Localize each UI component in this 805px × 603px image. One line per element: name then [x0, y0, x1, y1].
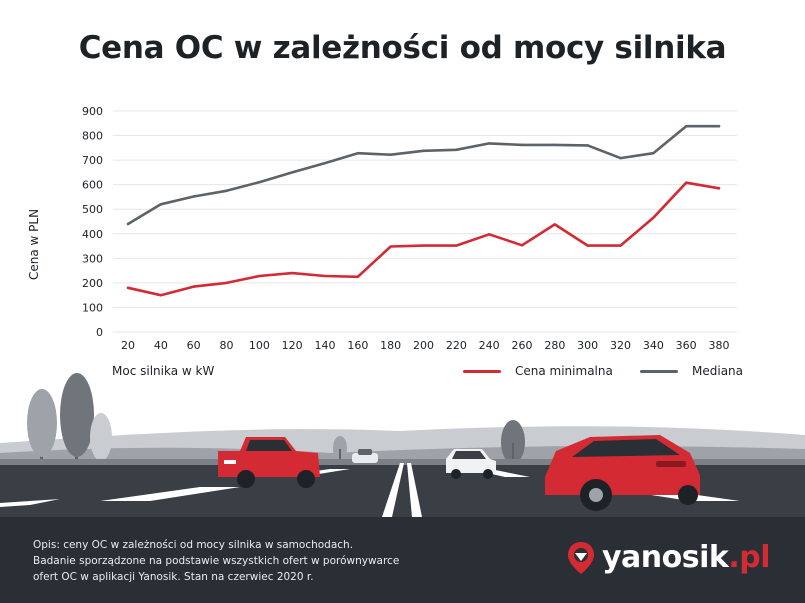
white-car — [446, 449, 496, 479]
x-tick-label: 140 — [315, 339, 336, 352]
x-tick-label: 300 — [577, 339, 598, 352]
data-point-min — [126, 286, 130, 289]
data-point-min — [422, 244, 425, 247]
x-tick-label: 380 — [709, 339, 730, 352]
x-tick-labels: 20 40 60 80 100 120 140 160 180 200 220 240 260 280 30… — [121, 339, 730, 352]
data-point-median — [225, 189, 228, 193]
data-point-min — [455, 244, 458, 247]
data-point-min — [717, 187, 721, 190]
trees-right — [333, 420, 525, 468]
series-lines — [126, 124, 721, 297]
legend-item-min: Cena minimalna — [463, 364, 613, 378]
data-point-median — [652, 152, 655, 155]
x-tick-label: 240 — [479, 339, 500, 352]
footnote-line-2: Badanie sporządzone na podstawie wszystk… — [33, 555, 400, 567]
data-point-min — [684, 181, 688, 184]
y-tick-label: 800 — [82, 130, 103, 143]
series-line-min — [126, 181, 721, 297]
data-point-median — [487, 142, 491, 145]
x-tick-label: 260 — [512, 339, 533, 352]
data-point-median — [126, 222, 130, 226]
legend-label-min: Cena minimalna — [515, 364, 613, 378]
logo-main: yanosik — [602, 540, 729, 575]
data-point-median — [455, 148, 458, 151]
data-point-median — [290, 171, 294, 174]
y-tick-label: 900 — [82, 105, 103, 118]
data-point-median — [159, 203, 163, 206]
x-tick-label: 200 — [413, 339, 434, 352]
x-tick-label: 320 — [610, 339, 631, 352]
data-point-min — [520, 244, 524, 247]
y-tick-label: 400 — [82, 228, 103, 241]
data-point-min — [586, 244, 589, 247]
y-axis-label: Cena w PLN — [27, 208, 41, 280]
data-point-median — [586, 144, 589, 147]
data-point-min — [487, 233, 491, 236]
data-point-min — [389, 245, 392, 248]
data-point-median — [389, 153, 392, 156]
x-tick-label: 180 — [380, 339, 401, 352]
x-tick-label: 120 — [282, 339, 303, 352]
red-pickup — [218, 437, 320, 488]
road-illustration — [0, 373, 805, 517]
x-tick-label: 280 — [544, 339, 565, 352]
footnote: Opis: ceny OC w zależności od mocy silni… — [33, 537, 453, 585]
x-axis-label: Moc silnika w kW — [112, 364, 215, 378]
data-point-min — [290, 271, 294, 275]
x-tick-label: 20 — [121, 339, 135, 352]
data-point-median — [619, 156, 622, 160]
data-point-median — [356, 152, 360, 155]
x-tick-label: 160 — [347, 339, 368, 352]
y-tick-label: 0 — [96, 326, 103, 339]
logo-text: yanosik.pl — [602, 540, 771, 575]
red-suv — [545, 435, 700, 511]
data-point-median — [553, 143, 557, 147]
data-point-median — [684, 125, 688, 128]
legend-swatch-min — [463, 369, 501, 373]
data-point-min — [258, 274, 261, 278]
x-tick-label: 360 — [676, 339, 697, 352]
data-point-min — [619, 244, 622, 247]
logo-suffix: .pl — [728, 540, 771, 575]
footer: Opis: ceny OC w zależności od mocy silni… — [0, 517, 805, 603]
grid-lines — [113, 110, 737, 333]
footnote-line-1: Opis: ceny OC w zależności od mocy silni… — [33, 539, 354, 551]
data-point-min — [225, 281, 228, 285]
data-point-min — [192, 285, 195, 288]
small-car-left — [352, 449, 378, 463]
x-tick-label: 340 — [643, 339, 664, 352]
y-tick-label: 600 — [82, 179, 103, 192]
trees-left — [27, 373, 112, 473]
legend-label-median: Mediana — [692, 364, 743, 378]
yanosik-logo: yanosik.pl — [566, 540, 771, 575]
legend-item-median: Mediana — [640, 364, 743, 378]
data-point-median — [323, 161, 327, 165]
x-tick-label: 100 — [249, 339, 270, 352]
data-point-median — [422, 149, 425, 152]
line-chart: 0 100 200 300 400 500 600 700 800 900 20 40 60 80 100… — [82, 105, 737, 352]
x-tick-label: 60 — [187, 339, 201, 352]
data-point-median — [717, 125, 721, 128]
x-tick-label: 220 — [446, 339, 467, 352]
y-tick-label: 500 — [82, 203, 103, 216]
yanosik-pin-icon — [568, 541, 594, 574]
y-tick-labels: 0 100 200 300 400 500 600 700 800 900 — [82, 105, 103, 339]
data-point-median — [192, 195, 195, 198]
data-point-min — [652, 216, 655, 220]
data-point-min — [159, 293, 163, 297]
footnote-line-3: ofert OC w aplikacji Yanosik. Stan na cz… — [33, 571, 314, 583]
chart-title: Cena OC w zależności od mocy silnika — [78, 30, 727, 66]
y-tick-label: 200 — [82, 277, 103, 290]
x-tick-label: 40 — [154, 339, 168, 352]
data-point-min — [553, 223, 557, 226]
data-point-min — [356, 275, 360, 278]
data-point-median — [258, 181, 261, 184]
legend-swatch-median — [640, 369, 678, 373]
y-tick-label: 300 — [82, 252, 103, 265]
data-point-min — [323, 274, 327, 278]
y-tick-label: 700 — [82, 154, 103, 167]
x-tick-label: 80 — [220, 339, 234, 352]
data-point-median — [520, 143, 524, 147]
y-tick-label: 100 — [82, 301, 103, 314]
